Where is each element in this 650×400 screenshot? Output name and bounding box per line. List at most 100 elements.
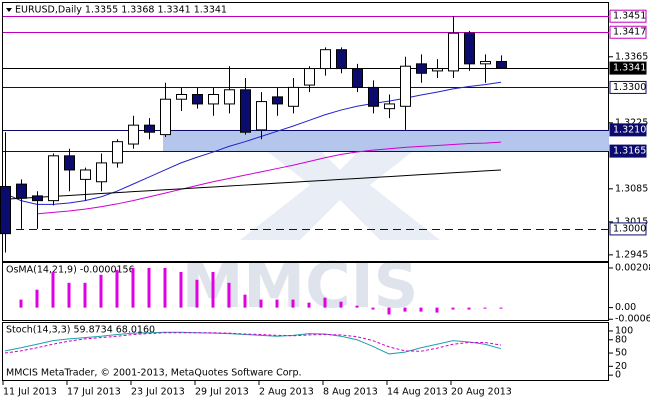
- histogram-bar: [339, 301, 343, 308]
- histogram-bar: [67, 282, 71, 308]
- histogram-bar: [307, 302, 311, 308]
- x-tick-label: 20 Aug 2013: [451, 387, 512, 398]
- candle-body: [336, 49, 347, 70]
- x-tick-label: 11 Jul 2013: [3, 387, 57, 398]
- level-label: 1.3000: [613, 223, 646, 234]
- moving-average: [4, 169, 502, 200]
- menu-arrow: [6, 8, 12, 12]
- histogram-bar: [195, 279, 199, 308]
- logo-watermark: [240, 130, 440, 240]
- candle-body: [80, 169, 91, 180]
- histogram-bar: [435, 307, 439, 313]
- histogram-bar: [211, 271, 215, 308]
- histogram-bar: [163, 267, 167, 308]
- level-tag: [609, 61, 647, 75]
- candle-body: [176, 94, 187, 100]
- candle-body: [64, 155, 75, 171]
- x-tick-label: 8 Aug 2013: [323, 387, 378, 398]
- histogram-bar: [291, 299, 295, 308]
- histogram-bar: [19, 299, 23, 308]
- candle-body: [144, 124, 155, 133]
- candle-body: [304, 68, 315, 86]
- y-tick-label: 1.3365: [615, 51, 648, 62]
- candle-body: [416, 63, 427, 74]
- histogram-bar: [355, 305, 359, 308]
- histogram-bar: [403, 307, 407, 312]
- histogram-bar: [99, 274, 103, 308]
- candle-body: [128, 124, 139, 145]
- y-tick-label: 50: [615, 348, 627, 359]
- candle-body: [496, 60, 507, 69]
- candle-body: [256, 101, 267, 131]
- candle-body: [96, 162, 107, 183]
- level-tag: [609, 123, 647, 137]
- level-label: 1.3417: [613, 27, 646, 38]
- y-tick-label: 1.3015: [615, 216, 648, 227]
- y-tick-label: 0.00208: [615, 262, 650, 273]
- histogram-bar: [499, 307, 503, 309]
- level-label: 1.3210: [613, 124, 646, 135]
- histogram-bar: [275, 299, 279, 308]
- candle-body: [272, 96, 283, 105]
- candle-body: [240, 89, 251, 133]
- y-tick-label: 20: [615, 361, 627, 372]
- histogram-bar: [147, 267, 151, 308]
- chart-title: EURUSD,Daily 1.3355 1.3368 1.3341 1.3341: [15, 5, 227, 16]
- histogram-bar: [35, 289, 39, 308]
- histogram-bar: [259, 299, 263, 308]
- candle-body: [320, 49, 331, 70]
- stoch-panel-frame: [2, 322, 609, 381]
- footer: MMCIS MetaTrader, © 2001-2013, MetaQuote…: [6, 368, 302, 379]
- level-label: 1.3451: [613, 11, 646, 22]
- y-tick-label: 0: [615, 370, 621, 381]
- histogram-bar: [483, 307, 487, 309]
- level-tag: [609, 222, 647, 236]
- level-tag: [609, 25, 647, 39]
- candle-body: [48, 155, 59, 202]
- candle-body: [32, 195, 43, 202]
- histogram-bar: [419, 307, 423, 312]
- histogram-bar: [243, 294, 247, 308]
- candle-body: [224, 89, 235, 105]
- level-label: 1.3300: [613, 82, 646, 93]
- y-tick-label: 1.3085: [615, 183, 648, 194]
- level-tag: [609, 144, 647, 158]
- candle-body: [208, 94, 219, 105]
- level-tag: [609, 80, 647, 94]
- moving-average: [4, 81, 502, 205]
- y-tick-label: 80: [615, 334, 627, 345]
- level-label: 1.3165: [613, 146, 646, 157]
- candle-body: [112, 141, 123, 164]
- candle-body: [192, 94, 203, 105]
- moving-average: [36, 141, 502, 215]
- x-tick-label: 2 Aug 2013: [259, 387, 314, 398]
- y-tick-label: 0.00: [615, 302, 636, 313]
- histogram-bar: [371, 307, 375, 310]
- histogram-bar: [51, 271, 55, 308]
- stoch-line: [4, 331, 502, 355]
- watermark: MMCIS: [182, 249, 419, 322]
- histogram-bar: [115, 269, 119, 308]
- y-tick-label: -0.00061: [615, 314, 650, 325]
- x-tick-label: 23 Jul 2013: [131, 387, 185, 398]
- candle-body: [464, 32, 475, 65]
- histogram-bar: [179, 271, 183, 308]
- level-tag: [609, 9, 647, 23]
- candle-body: [160, 98, 171, 136]
- histogram-bar: [227, 282, 231, 308]
- support-band: [163, 129, 609, 152]
- y-tick-label: 100: [615, 325, 633, 336]
- histogram-bar: [451, 307, 455, 310]
- candle-body: [480, 60, 491, 65]
- histogram-bar: [323, 297, 327, 308]
- plot-area: [0, 16, 609, 253]
- stoch-title: Stoch(14,3,3) 59.8734 68.0160: [6, 325, 155, 336]
- candle-body: [0, 185, 11, 235]
- y-tick-label: 1.2945: [615, 249, 648, 260]
- candle-body: [352, 68, 363, 88]
- osma-panel-frame: [2, 262, 609, 321]
- candle-body: [16, 183, 27, 199]
- osma-title: OsMA(14,21,9) -0.0000156: [6, 265, 135, 276]
- x-tick-label: 29 Jul 2013: [195, 387, 249, 398]
- candle-body: [432, 68, 443, 72]
